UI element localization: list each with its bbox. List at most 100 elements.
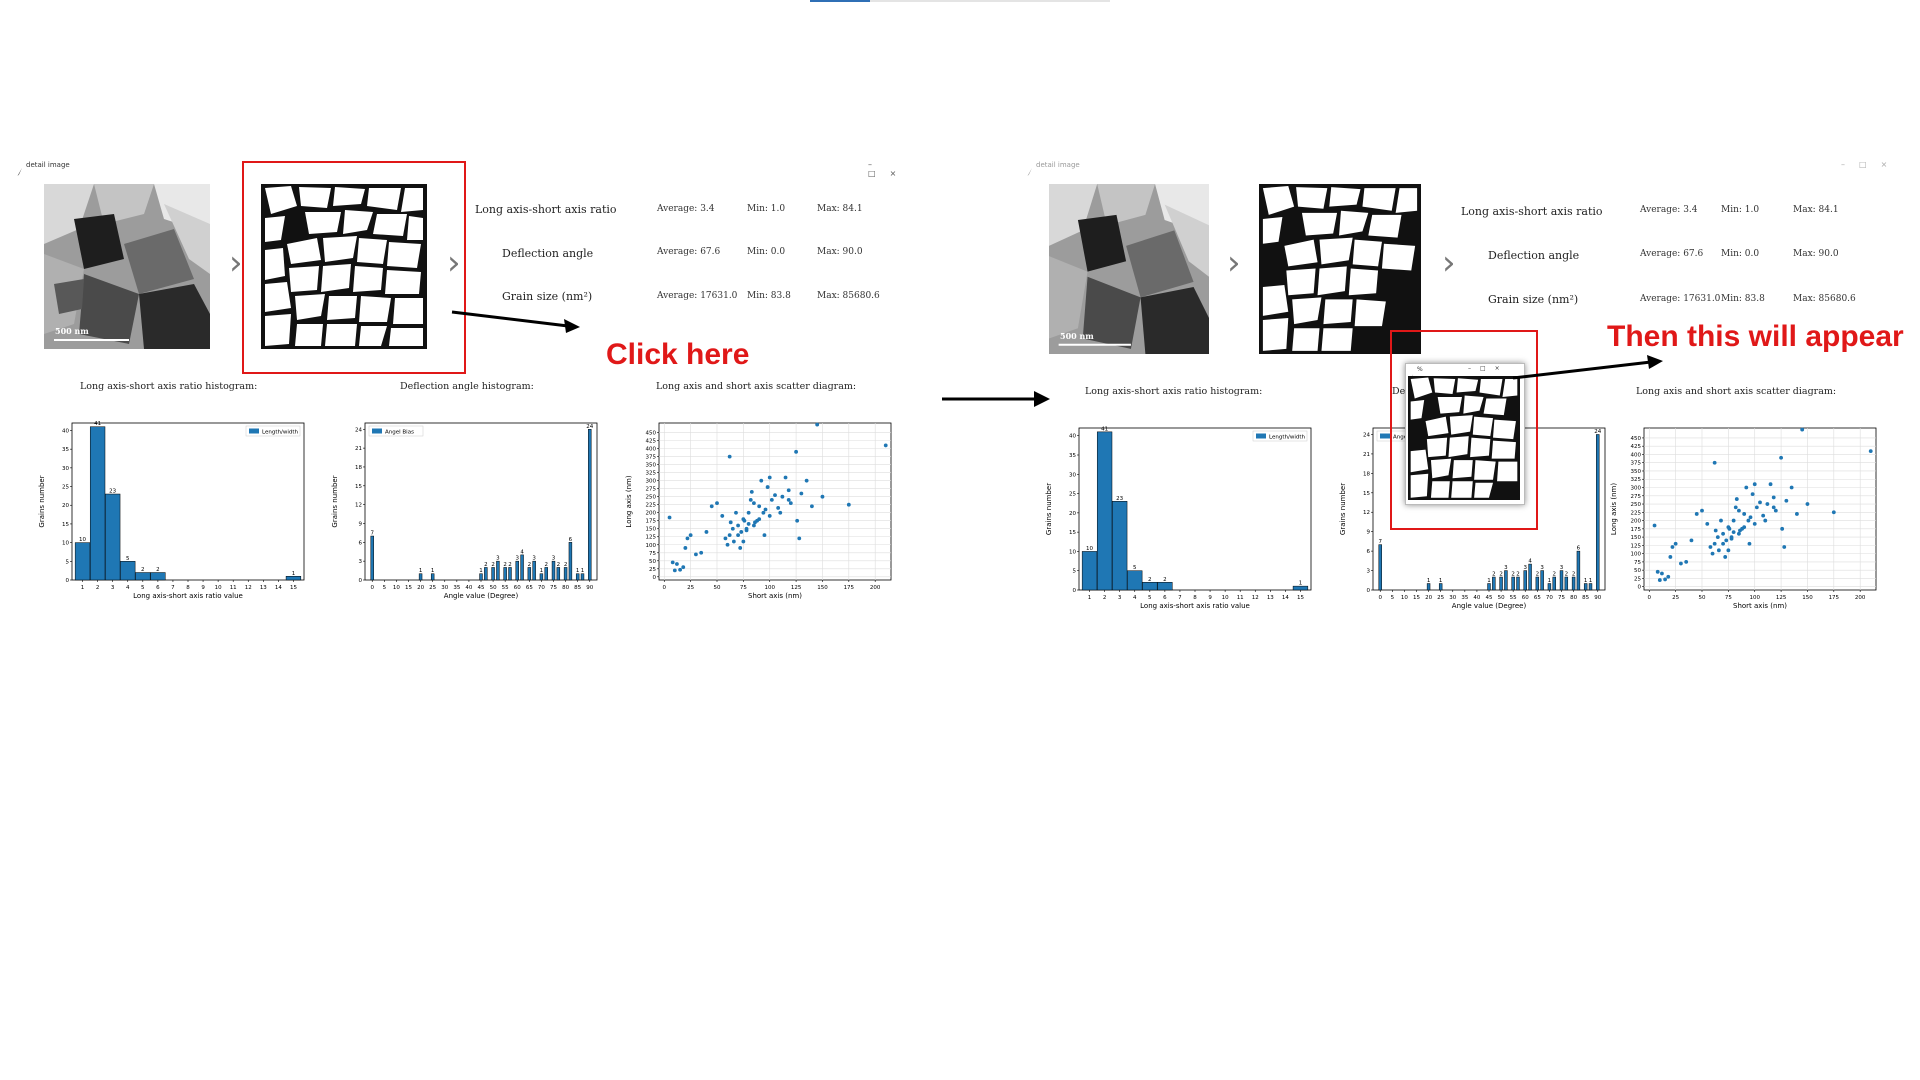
- stat-min-size: Min: 83.8: [747, 291, 791, 301]
- bar: [1540, 570, 1544, 591]
- bar: [556, 567, 561, 581]
- binarized-grain-image[interactable]: [261, 184, 427, 349]
- maximize-button[interactable]: □: [868, 169, 890, 178]
- y-tick-label: 40: [1069, 434, 1076, 440]
- scatter-point: [1773, 508, 1778, 513]
- stat-max-ratio: Max: 84.1: [1793, 205, 1839, 215]
- scatter-point: [788, 501, 793, 506]
- scatter-diagram-chart: 0 25 50 75 100 125 150 175 200 0 25 50 75 100 125 150 17…: [625, 422, 892, 600]
- scatter-point: [1655, 569, 1660, 574]
- y-tick-label: 250: [1631, 502, 1642, 508]
- legend-label: Length/width: [1269, 435, 1305, 441]
- scatter-point: [1668, 555, 1673, 559]
- popup-close-button[interactable]: ×: [1494, 365, 1509, 372]
- bar-value-label: 2: [1565, 572, 1569, 578]
- y-tick-label: 25: [1069, 492, 1076, 498]
- scatter-point: [1710, 551, 1715, 556]
- y-tick-label: 325: [646, 471, 657, 477]
- bar-value-label: 1: [1299, 581, 1303, 587]
- bar-value-label: 41: [1101, 426, 1108, 432]
- stat-max-ratio: Max: 84.1: [817, 204, 863, 214]
- bar: [1081, 551, 1098, 591]
- bar-value-label: 3: [1540, 565, 1544, 571]
- x-tick-label: 25: [687, 585, 694, 591]
- bar-value-label: 41: [94, 421, 101, 427]
- x-tick-label: 55: [1510, 595, 1517, 601]
- legend-swatch: [1256, 433, 1266, 439]
- scatter-point: [763, 507, 768, 512]
- y-tick-label: 24: [355, 427, 362, 433]
- scatter-point: [1805, 502, 1810, 506]
- y-tick-label: 24: [1363, 432, 1370, 438]
- bar-value-label: 2: [156, 567, 160, 573]
- bar: [503, 567, 507, 581]
- scatter-point: [752, 523, 756, 528]
- legend-swatch: [1380, 433, 1390, 439]
- scatter-point: [1752, 482, 1757, 487]
- scatter-point: [883, 443, 888, 448]
- minimize-button[interactable]: –: [1841, 160, 1859, 169]
- x-tick-label: 40: [465, 585, 472, 591]
- scatter-point: [1747, 541, 1752, 546]
- bar: [1588, 583, 1593, 591]
- minimize-button[interactable]: –: [868, 160, 886, 169]
- bar: [150, 572, 166, 581]
- bar: [1559, 570, 1564, 591]
- bar: [1552, 576, 1556, 591]
- x-tick-label: 100: [1749, 595, 1760, 601]
- y-tick-label: 6: [359, 540, 363, 546]
- bar-value-label: 1: [1589, 578, 1593, 584]
- bar: [1571, 576, 1576, 591]
- chevron-right-icon: ›: [1227, 243, 1241, 283]
- scatter-point: [709, 504, 714, 509]
- legend-swatch: [372, 428, 382, 434]
- top-scrollbar-thumb[interactable]: [810, 0, 870, 2]
- close-button[interactable]: ×: [889, 169, 911, 178]
- bar: [89, 426, 106, 581]
- y-tick-label: 425: [646, 439, 657, 445]
- x-tick-label: 15: [290, 585, 297, 591]
- maximize-button[interactable]: □: [1859, 160, 1881, 169]
- scatter-point: [1708, 545, 1713, 549]
- x-tick-label: 10: [1222, 595, 1229, 601]
- bar: [1583, 583, 1588, 591]
- x-axis-label: Angle value (Degree): [1452, 602, 1527, 610]
- bar-value-label: 2: [1516, 572, 1520, 578]
- bar: [1499, 576, 1503, 591]
- y-tick-label: 350: [646, 463, 657, 469]
- scatter-point: [1679, 561, 1683, 566]
- arrow-right-icon: [942, 391, 1050, 407]
- bar: [1511, 576, 1515, 591]
- scatter-point: [757, 504, 762, 509]
- original-micrograph-image: 500 nm: [44, 184, 210, 349]
- angle-histogram-chart: 0 5 10 15 20 25 30 35 40 45 50 55 60 65 70 75 80 85 90 0 3 6 9…: [331, 422, 598, 600]
- bar: [496, 560, 500, 581]
- legend-label: Angel Bias: [385, 430, 414, 436]
- x-tick-label: 1: [81, 585, 85, 591]
- popup-maximize-button[interactable]: □: [1480, 365, 1495, 372]
- y-tick-label: 6: [1367, 549, 1371, 555]
- scatter-point: [728, 520, 733, 525]
- scatter-point: [727, 533, 732, 538]
- x-tick-label: 15: [1413, 595, 1420, 601]
- scatter-point: [767, 475, 772, 480]
- scatter-point: [1779, 455, 1783, 460]
- stat-min-ratio: Min: 1.0: [747, 204, 786, 214]
- scatter-point: [699, 550, 704, 555]
- scatter-point: [720, 514, 725, 518]
- scatter-point: [1729, 536, 1734, 541]
- scatter-point: [725, 542, 730, 547]
- stat-label-angle: Deflection angle: [502, 247, 594, 260]
- scatter-point: [1733, 505, 1738, 510]
- close-button[interactable]: ×: [1880, 160, 1902, 169]
- bar-value-label: 4: [520, 549, 524, 555]
- scatter-point: [1784, 498, 1789, 503]
- x-tick-label: 30: [1449, 595, 1456, 601]
- popup-minimize-button[interactable]: –: [1468, 365, 1480, 372]
- binarized-grain-image[interactable]: [1259, 184, 1421, 354]
- bar-value-label: 23: [109, 489, 116, 495]
- bar: [491, 567, 495, 581]
- x-tick-label: 40: [1473, 595, 1480, 601]
- arrow-right-icon: [1512, 355, 1663, 380]
- enlarged-image-popup[interactable]: % –□×: [1405, 363, 1525, 505]
